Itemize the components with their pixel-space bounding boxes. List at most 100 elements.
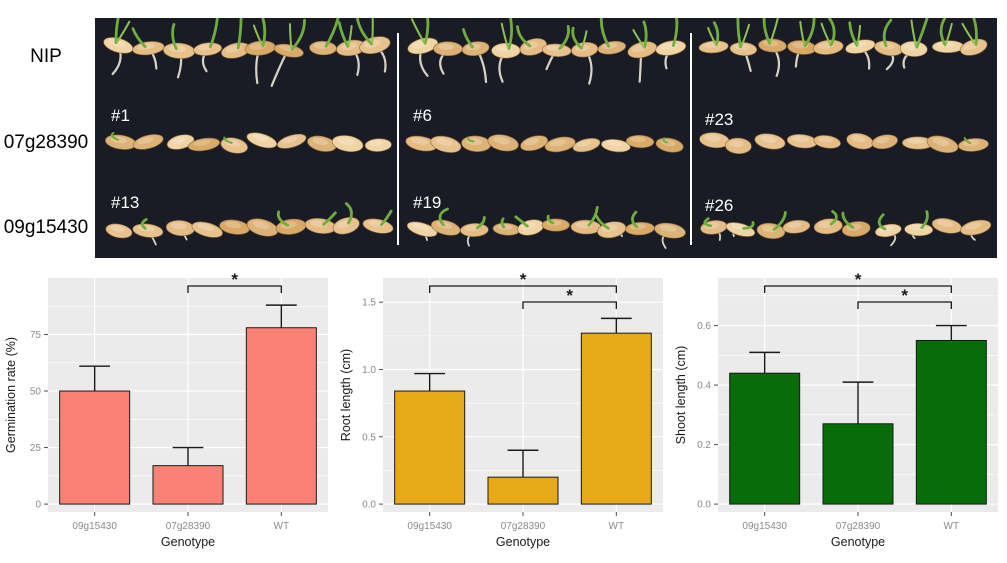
bar-07g28390 (152, 465, 224, 505)
seed-highlight (252, 220, 270, 230)
seed-body (166, 134, 195, 150)
seed-body (520, 135, 549, 152)
seed-row (103, 18, 391, 87)
seed-highlight (875, 136, 890, 144)
seed-shoot (920, 210, 929, 230)
replicate-label-13: #13 (111, 193, 140, 212)
seed-shoot (516, 25, 532, 48)
seed (627, 20, 657, 83)
seed (277, 133, 307, 149)
bar-WT (580, 332, 652, 505)
x-axis-title: Genotype (496, 535, 550, 549)
y-tick-label: 0.6 (697, 321, 711, 332)
significance-bracket (764, 285, 952, 293)
seedling-photo-canvas (95, 18, 997, 258)
y-tick-label: 1.5 (362, 298, 376, 309)
seed (625, 134, 655, 149)
seed-highlight (110, 225, 125, 232)
seed-shoot-blade (799, 20, 806, 46)
seed-highlight (170, 137, 186, 145)
seed (270, 18, 306, 87)
seed-body (461, 41, 490, 56)
seed (492, 217, 521, 236)
seed-body (430, 219, 461, 236)
seed (187, 137, 220, 152)
seed-shoot-blade (347, 24, 353, 47)
seed-shoot (209, 18, 219, 49)
seed (461, 28, 490, 84)
bar-07g28390 (487, 476, 559, 505)
replicate-label-23: #23 (705, 110, 734, 129)
seed (309, 18, 340, 56)
significance-bracket (857, 301, 952, 309)
seed-body (655, 137, 684, 153)
seed-shoot (322, 211, 337, 226)
seed (875, 213, 902, 247)
seed-shoot (171, 23, 178, 50)
seed-shoot (642, 20, 648, 49)
seed (904, 210, 934, 240)
seed-shoot (877, 213, 887, 231)
x-tick-label: WT (274, 521, 290, 532)
seed-body (362, 218, 394, 234)
seed-body (132, 223, 164, 238)
seed-body (926, 135, 959, 154)
y-tick-label: 0 (35, 500, 41, 511)
y-tick-label: 25 (30, 443, 42, 454)
bar-07g28390 (822, 423, 894, 505)
seed (871, 134, 898, 150)
seed (246, 132, 278, 149)
seed-body (904, 223, 934, 237)
x-axis-title: Genotype (831, 535, 885, 549)
seed-shoot (290, 18, 306, 51)
seed (655, 18, 687, 70)
seed-highlight (411, 137, 429, 145)
panel-divider (397, 33, 399, 245)
seed-highlight (313, 42, 329, 50)
seed-row (105, 202, 394, 246)
replicate-label-19: #19 (413, 193, 442, 212)
seed-shoot (475, 215, 486, 230)
seed-body (193, 42, 222, 56)
seed-shoot (703, 217, 712, 228)
seed (787, 18, 817, 68)
seed-shoot-blade (371, 18, 374, 44)
seed (758, 18, 787, 77)
seed-highlight (312, 137, 329, 146)
seed-shoot (662, 137, 669, 144)
seed (813, 210, 843, 235)
seed-highlight (659, 224, 677, 232)
seed (246, 218, 279, 237)
seed (754, 133, 786, 150)
seed (516, 25, 547, 56)
seed-body (625, 134, 655, 149)
seed (244, 18, 276, 85)
seed (782, 219, 811, 234)
seed-highlight (907, 138, 925, 144)
seed-shoot (970, 18, 978, 46)
y-axis-title: Germination rate (%) (4, 337, 18, 453)
seed-shoot (772, 210, 787, 231)
seed (362, 209, 394, 234)
seed-shoot-blade (820, 22, 831, 46)
seed-row (405, 134, 684, 153)
significance-star: * (231, 270, 238, 289)
seed-highlight (818, 136, 833, 143)
seed-body (813, 135, 841, 149)
seed (487, 134, 519, 152)
seed-shoot (514, 215, 529, 228)
bar-WT (915, 339, 987, 505)
seed (105, 131, 137, 150)
y-axis-title: Root length (cm) (339, 349, 353, 441)
seed (926, 135, 959, 154)
seed-highlight (546, 45, 563, 51)
root-length-chart: * * 0.0 0.5 1.0 1.5 09g15430 07g28390 WT Genotype… (339, 270, 663, 549)
seed-shoot (261, 18, 267, 48)
seed (364, 138, 392, 152)
y-axis-title: Shoot length (cm) (674, 346, 688, 445)
seed (699, 132, 730, 149)
seed-body (724, 137, 752, 154)
significance-bracket (187, 285, 282, 293)
seed-shoot (595, 214, 610, 230)
replicate-label-1: #1 (111, 106, 130, 125)
